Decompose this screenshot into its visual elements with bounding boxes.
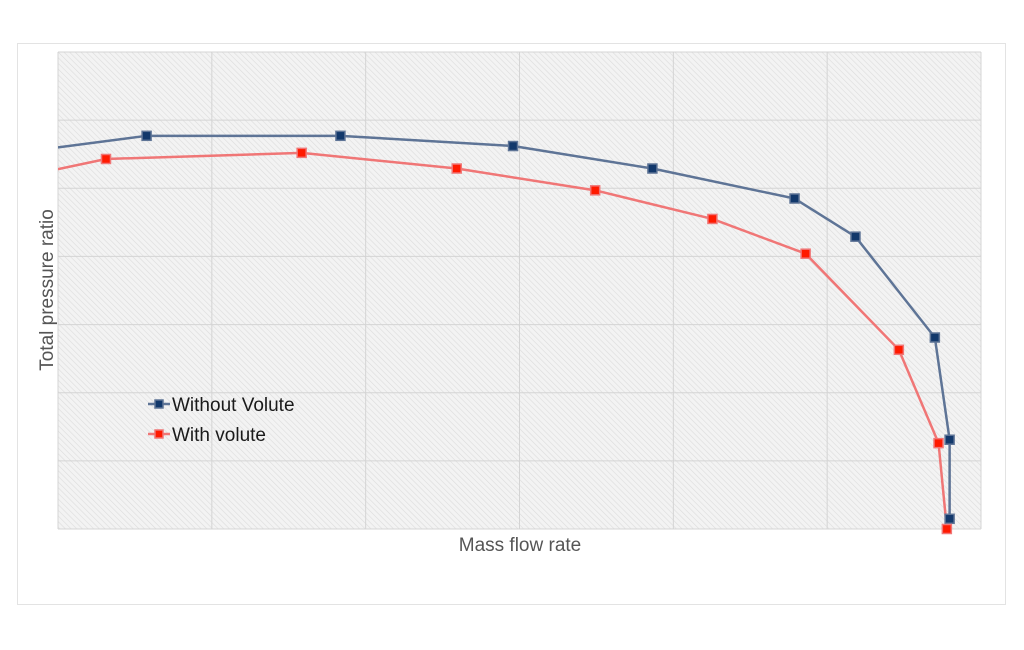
legend-label-without-volute: Without Volute xyxy=(172,395,295,416)
series-line-with-volute xyxy=(58,151,949,529)
legend-label-with-volute: With volute xyxy=(172,425,266,446)
data-point-without-volute xyxy=(647,163,658,174)
data-point-with-volute xyxy=(296,147,307,159)
series-layer xyxy=(58,134,951,529)
data-point-without-volute xyxy=(850,231,861,242)
data-point-without-volute xyxy=(141,130,152,142)
data-point-without-volute xyxy=(944,513,955,525)
data-point-with-volute xyxy=(893,344,905,356)
legend-item-with-volute: With volute xyxy=(148,425,266,446)
data-point-with-volute xyxy=(589,185,601,196)
legend: Without Volute With volute xyxy=(148,395,295,446)
legend-marker-with-volute xyxy=(154,429,164,439)
legend-item-without-volute: Without Volute xyxy=(148,395,295,416)
y-axis-title: Total pressure ratio xyxy=(37,209,58,371)
data-point-without-volute xyxy=(335,130,346,142)
data-point-without-volute xyxy=(789,193,800,204)
data-point-without-volute xyxy=(929,332,941,343)
data-point-with-volute xyxy=(451,163,462,174)
data-point-with-volute xyxy=(707,213,718,225)
data-point-with-volute xyxy=(933,437,944,449)
data-point-with-volute xyxy=(100,153,112,165)
markers-layer xyxy=(100,130,955,535)
data-point-without-volute xyxy=(507,140,519,152)
data-point-without-volute xyxy=(944,434,955,445)
data-point-with-volute xyxy=(941,523,953,535)
series-line-without-volute xyxy=(58,134,951,519)
data-point-with-volute xyxy=(800,248,811,259)
gridlines xyxy=(57,51,982,530)
x-axis-title: Mass flow rate xyxy=(459,535,581,556)
legend-marker-without-volute xyxy=(154,399,164,409)
